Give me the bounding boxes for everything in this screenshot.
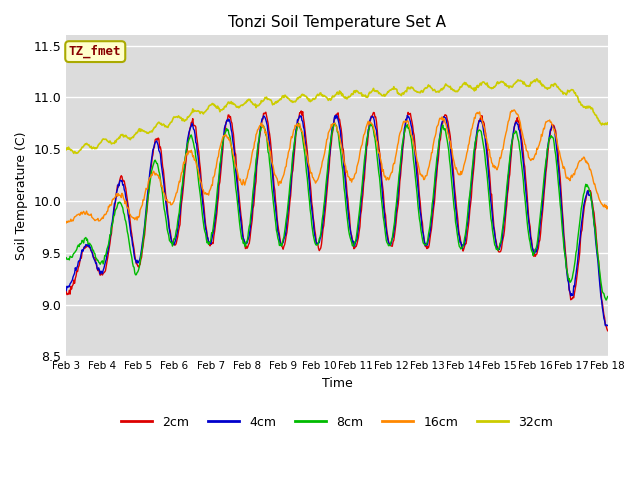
Title: Tonzi Soil Temperature Set A: Tonzi Soil Temperature Set A: [228, 15, 446, 30]
Text: TZ_fmet: TZ_fmet: [69, 45, 122, 58]
Y-axis label: Soil Temperature (C): Soil Temperature (C): [15, 132, 28, 260]
Legend: 2cm, 4cm, 8cm, 16cm, 32cm: 2cm, 4cm, 8cm, 16cm, 32cm: [116, 411, 558, 434]
X-axis label: Time: Time: [321, 377, 353, 390]
